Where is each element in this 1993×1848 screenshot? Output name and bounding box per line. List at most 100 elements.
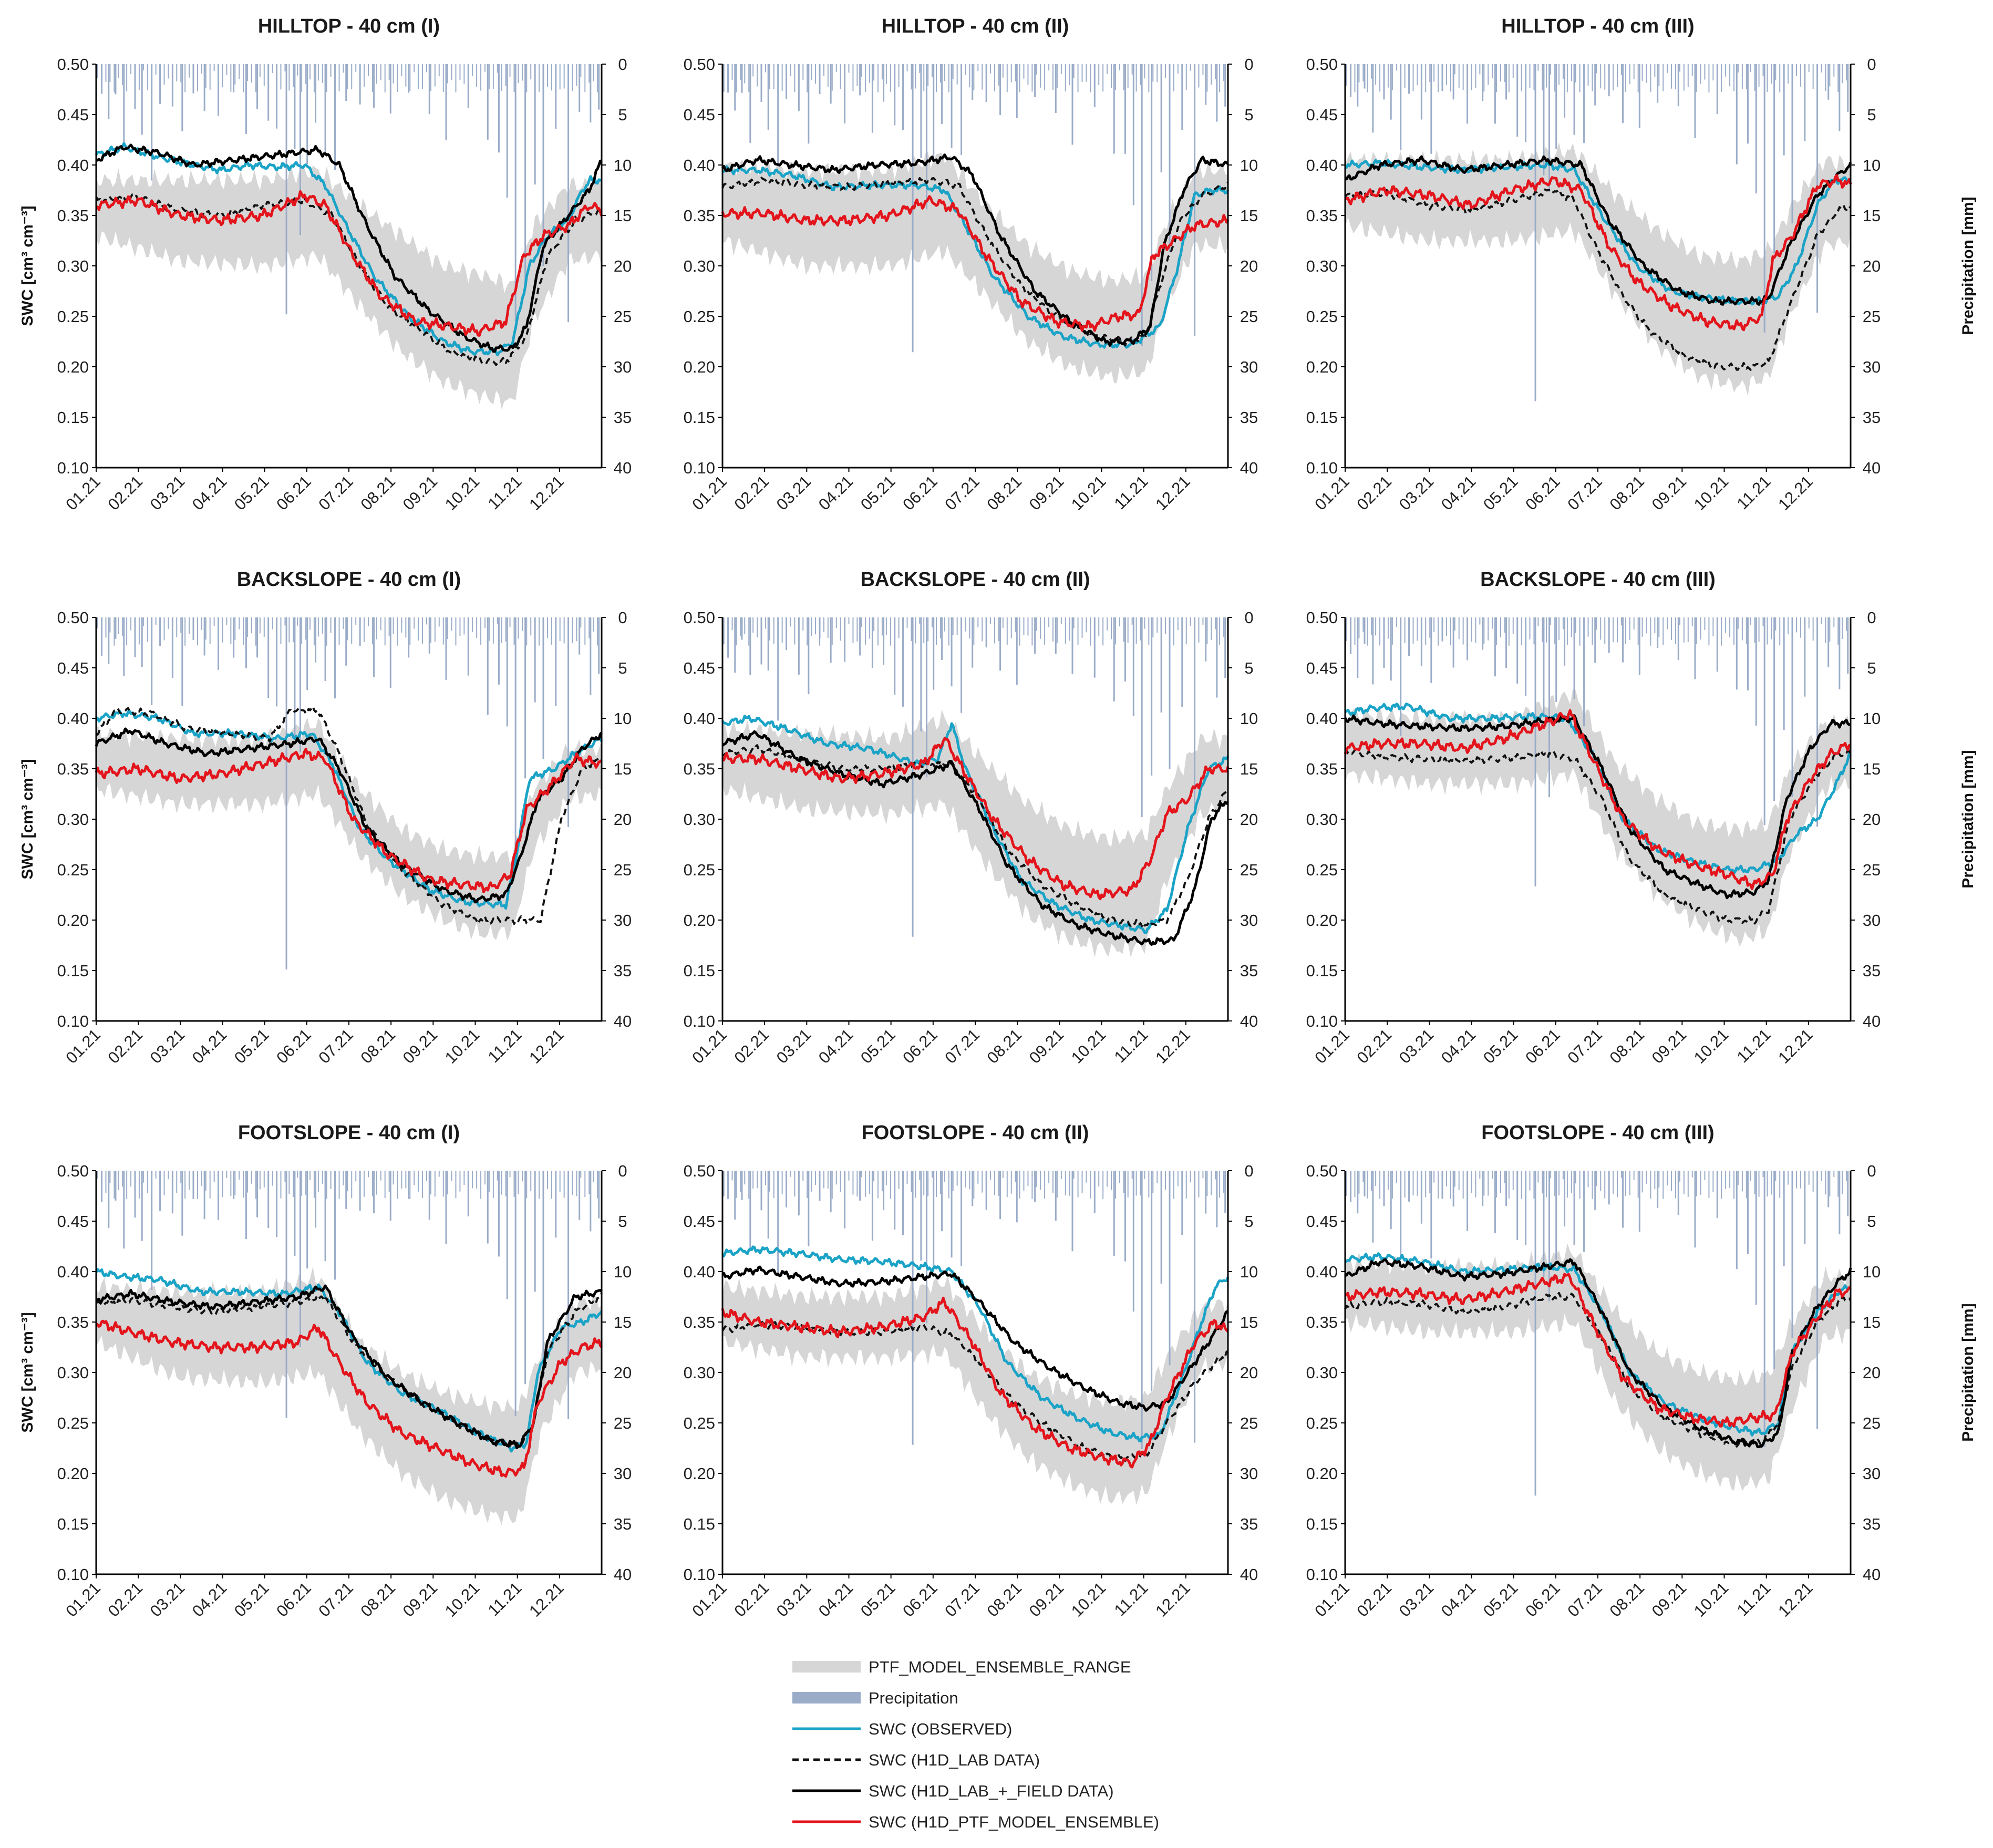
series-observed-line <box>1344 159 1851 306</box>
x-tick-label: 02.21 <box>1354 472 1396 514</box>
y2-tick-label: 20 <box>614 257 632 275</box>
panel-title: BACKSLOPE - 40 cm (I) <box>237 569 461 591</box>
y-tick-label: 0.25 <box>1306 307 1338 326</box>
series-lab-data-line <box>721 177 1229 347</box>
y2-tick-label: 20 <box>1863 257 1881 275</box>
y-tick-label: 0.40 <box>684 709 715 728</box>
y-tick-label: 0.25 <box>57 1414 89 1432</box>
x-tick-label: 07.21 <box>941 1578 983 1620</box>
series-lab-data-line <box>721 1320 1228 1462</box>
y-tick-label: 0.15 <box>684 962 715 980</box>
x-tick-label: 12.21 <box>525 472 567 514</box>
x-tick-label: 01.21 <box>688 1025 730 1067</box>
x-tick-label: 03.21 <box>773 1025 815 1067</box>
y2-tick-label: 25 <box>1240 307 1258 326</box>
x-tick-label: 09.21 <box>399 1578 441 1620</box>
x-tick-label: 07.21 <box>315 1025 357 1067</box>
y2-axis-label: Precipitation [mm] <box>1959 197 1977 335</box>
x-tick-label: 06.21 <box>1522 1578 1564 1620</box>
y2-tick-label: 30 <box>614 358 632 376</box>
y2-axis-label: Precipitation [mm] <box>1959 750 1977 888</box>
x-tick-label: 04.21 <box>1438 1025 1480 1067</box>
x-tick-label: 05.21 <box>231 1025 273 1067</box>
x-tick-label: 10.21 <box>441 472 483 514</box>
legend: PTF_MODEL_ENSEMBLE_RANGE Precipitation SWC… <box>792 1658 1159 1831</box>
y-tick-label: 0.30 <box>684 257 715 275</box>
y-tick-label: 0.20 <box>57 911 89 930</box>
y2-tick-label: 0 <box>1244 608 1253 627</box>
x-tick-label: 07.21 <box>1564 1578 1606 1620</box>
x-tick-label: 06.21 <box>273 472 315 514</box>
x-tick-label: 06.21 <box>273 1578 315 1620</box>
x-tick-label: 03.21 <box>147 1025 189 1067</box>
panel-7: FOOTSLOPE - 40 cm (I) 0.50 0.45 0.40 0.35 0.3… <box>19 1122 632 1620</box>
y2-tick-label: 30 <box>1240 1464 1258 1483</box>
series-lab-field-line <box>722 1265 1228 1412</box>
panel-2: HILLTOP - 40 cm (II) 0.50 0.45 0.40 0.35 0.30… <box>684 15 1258 514</box>
y-tick-label: 0.45 <box>57 106 89 124</box>
legend-label-ptf: SWC (H1D_PTF_MODEL_ENSEMBLE) <box>869 1813 1159 1831</box>
y2-tick-label: 25 <box>1863 861 1881 879</box>
y2-tick-label: 35 <box>614 962 632 980</box>
y-tick-label: 0.45 <box>684 106 715 124</box>
y2-tick-label: 30 <box>1240 911 1258 930</box>
x-tick-label: 06.21 <box>1522 472 1564 514</box>
y-tick-label: 0.20 <box>684 911 715 930</box>
x-tick-label: 03.21 <box>147 472 189 514</box>
y2-tick-label: 5 <box>1244 106 1253 124</box>
panel-title: BACKSLOPE - 40 cm (II) <box>860 569 1090 591</box>
x-tick-label: 07.21 <box>315 1578 357 1620</box>
y-tick-label: 0.10 <box>57 1012 89 1030</box>
x-tick-label: 12.21 <box>1774 1025 1816 1067</box>
x-tick-label: 03.21 <box>773 472 815 514</box>
y-tick-label: 0.15 <box>57 408 89 427</box>
y-tick-label: 0.30 <box>1306 1364 1338 1382</box>
x-tick-label: 09.21 <box>1026 1578 1068 1620</box>
x-tick-label: 06.21 <box>899 472 941 514</box>
y2-tick-label: 15 <box>1863 1313 1881 1331</box>
x-tick-label: 07.21 <box>1564 1025 1606 1067</box>
y-tick-label: 0.45 <box>684 659 715 677</box>
y-tick-label: 0.20 <box>1306 358 1338 376</box>
y-tick-label: 0.35 <box>57 760 89 778</box>
x-tick-label: 12.21 <box>1774 472 1816 514</box>
panel-title: BACKSLOPE - 40 cm (III) <box>1480 569 1716 591</box>
x-tick-label: 08.21 <box>984 472 1026 514</box>
x-tick-label: 04.21 <box>189 1025 231 1067</box>
x-tick-label: 12.21 <box>1152 472 1194 514</box>
x-tick-label: 11.21 <box>1733 1025 1774 1066</box>
x-tick-label: 05.21 <box>857 472 899 514</box>
x-tick-label: 08.21 <box>357 472 399 514</box>
series-lab-field-line <box>95 143 602 353</box>
y-tick-label: 0.35 <box>1306 207 1338 225</box>
y2-tick-label: 40 <box>1863 459 1881 477</box>
panel-title: HILLTOP - 40 cm (III) <box>1501 15 1694 37</box>
x-tick-label: 02.21 <box>731 1578 773 1620</box>
y2-tick-label: 35 <box>1240 1515 1258 1533</box>
panel-4: BACKSLOPE - 40 cm (I) 0.50 0.45 0.40 0.35 0.3… <box>19 569 632 1067</box>
x-tick-label: 11.21 <box>1111 1578 1152 1619</box>
y2-tick-label: 25 <box>1863 1414 1881 1432</box>
x-tick-label: 03.21 <box>147 1578 189 1620</box>
x-tick-label: 10.21 <box>1068 472 1110 514</box>
x-tick-label: 04.21 <box>189 1578 231 1620</box>
y-tick-label: 0.45 <box>57 1212 89 1231</box>
y2-tick-label: 20 <box>1240 1364 1258 1382</box>
y2-tick-label: 35 <box>1240 962 1258 980</box>
y-tick-label: 0.20 <box>1306 1464 1338 1483</box>
y-tick-label: 0.30 <box>57 257 89 275</box>
panel-title: HILLTOP - 40 cm (I) <box>258 15 440 37</box>
x-tick-label: 08.21 <box>1606 472 1648 514</box>
x-tick-label: 11.21 <box>1733 1578 1774 1619</box>
precipitation-bars <box>97 1171 600 1419</box>
y-tick-label: 0.20 <box>684 1464 715 1483</box>
y-tick-label: 0.25 <box>57 861 89 879</box>
y2-tick-label: 25 <box>1240 861 1258 879</box>
y2-tick-label: 30 <box>1863 911 1881 930</box>
x-tick-label: 07.21 <box>1564 472 1606 514</box>
y-tick-label: 0.20 <box>1306 911 1338 930</box>
series-lab-data-line <box>1344 1292 1852 1448</box>
x-tick-label: 04.21 <box>189 472 231 514</box>
y-tick-label: 0.35 <box>1306 1313 1338 1331</box>
series-ptf-ensemble-line <box>1344 1273 1852 1428</box>
